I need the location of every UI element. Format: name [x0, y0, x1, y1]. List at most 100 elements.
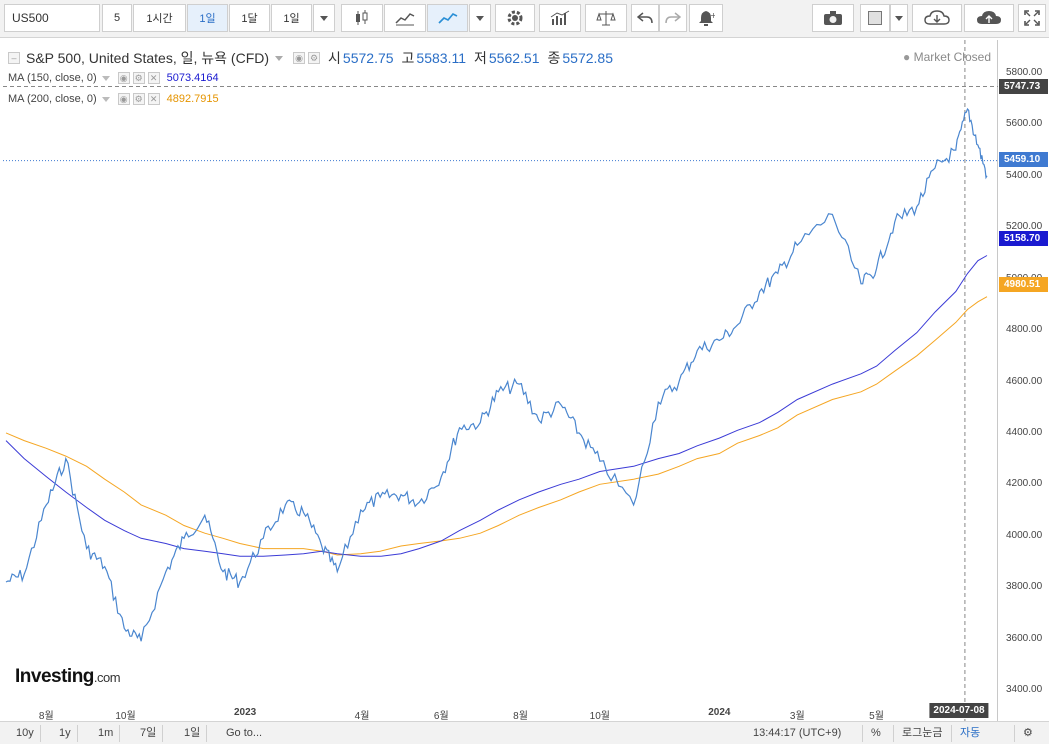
interval-1mo-button[interactable]: 1달: [229, 4, 270, 32]
undo-icon: [637, 12, 653, 24]
high-value: 5583.11: [416, 50, 466, 66]
price-tick-label: 5600.00: [1006, 118, 1043, 130]
time-tick-label: 8월: [38, 711, 54, 722]
range-1y-button[interactable]: 1y: [53, 725, 78, 742]
market-status-text: Market Closed: [913, 50, 991, 64]
interval-dropdown-button[interactable]: [313, 4, 335, 32]
settings-button[interactable]: [495, 4, 535, 32]
time-tick-label: 5월: [869, 711, 884, 722]
ma150-price-tag: 5158.70: [999, 231, 1048, 246]
goto-button[interactable]: Go to...: [226, 727, 263, 739]
fullscreen-button[interactable]: [1018, 4, 1046, 32]
high-label: 고: [401, 50, 415, 66]
alert-icon: +: [699, 11, 715, 26]
clock-display: 13:44:17 (UTC+9): [753, 727, 842, 739]
chart-type-dropdown-button[interactable]: [469, 4, 491, 32]
bottom-bar: 10y 1y 1m 7일 1일 Go to... 13:44:17 (UTC+9…: [0, 721, 1049, 744]
undo-button[interactable]: [631, 4, 659, 32]
time-tick-label: 10월: [589, 711, 610, 722]
fullscreen-icon: [1024, 10, 1040, 26]
cloud-save-button[interactable]: [912, 4, 962, 32]
chart-settings-button[interactable]: ⚙: [1014, 725, 1033, 742]
chevron-down-icon[interactable]: [101, 96, 110, 102]
candlestick-button[interactable]: [341, 4, 383, 32]
redo-icon: [665, 12, 681, 24]
chevron-down-icon[interactable]: [275, 55, 284, 61]
price-tick-label: 5200.00: [1006, 221, 1043, 233]
range-7d-button[interactable]: 7일: [134, 725, 164, 742]
cloud-load-icon: [977, 11, 1001, 24]
ma200-price-tag: 4980.51: [999, 277, 1048, 292]
interval-label: 5: [113, 12, 121, 24]
time-tick-label: 3월: [789, 711, 805, 722]
indicators-button[interactable]: [539, 4, 581, 32]
interval-label: 1시간: [146, 13, 173, 25]
gear-icon[interactable]: ⚙: [132, 93, 145, 105]
interval-1h-button[interactable]: 1시간: [133, 4, 186, 32]
ma200-label: MA (200, close, 0): [8, 93, 97, 105]
crosshair-price-tag: 5747.73: [999, 79, 1048, 94]
percent-toggle[interactable]: %: [862, 725, 881, 742]
chevron-down-icon: [476, 15, 484, 21]
gear-icon[interactable]: ⚙: [132, 72, 145, 84]
color-dropdown-button[interactable]: [890, 4, 908, 32]
range-10y-button[interactable]: 10y: [10, 725, 41, 742]
log-scale-toggle[interactable]: 로그눈금: [893, 725, 942, 742]
chevron-down-icon: [320, 15, 328, 21]
interval-label: 1일: [283, 13, 300, 25]
settings-icon: [507, 10, 523, 26]
time-tick-label: 10월: [115, 711, 136, 722]
price-tick-label: 3600.00: [1006, 632, 1043, 644]
interval-5-button[interactable]: 5: [102, 4, 132, 32]
redo-button[interactable]: [659, 4, 687, 32]
low-label: 저: [474, 50, 487, 66]
open-value: 5572.75: [342, 50, 394, 66]
compare-button[interactable]: [585, 4, 627, 32]
ma200-value: 4892.7915: [166, 93, 219, 105]
close-value: 5572.85: [562, 50, 613, 66]
symbol-input[interactable]: US500: [4, 4, 100, 32]
price-chart-svg: [3, 40, 998, 721]
line-chart-icon: [437, 12, 457, 24]
close-icon[interactable]: ✕: [147, 93, 160, 105]
ma200-legend: MA (200, close, 0) ◉ ⚙ ✕ 4892.7915: [8, 93, 219, 105]
chevron-down-icon: [895, 15, 903, 21]
collapse-legend-icon[interactable]: –: [8, 52, 20, 64]
investing-logo: Investing.com: [15, 666, 121, 687]
time-tick-label: 2023: [233, 707, 257, 718]
eye-icon[interactable]: ◉: [117, 72, 130, 84]
alert-button[interactable]: +: [689, 4, 723, 32]
gear-icon[interactable]: ⚙: [308, 52, 321, 64]
interval-1d-button[interactable]: 1일: [187, 4, 228, 32]
cloud-load-button[interactable]: [964, 4, 1014, 32]
price-tick-label: 5400.00: [1006, 169, 1043, 181]
color-icon: [868, 11, 882, 25]
ma150-series-line: [5, 255, 988, 557]
indicators-icon: [550, 10, 570, 25]
chevron-down-icon[interactable]: [101, 75, 110, 81]
line-chart-button[interactable]: [427, 4, 468, 32]
interval-label: 1일: [199, 13, 216, 25]
color-button[interactable]: [860, 4, 890, 32]
open-label: 시: [328, 50, 341, 66]
interval-label: 1달: [241, 13, 258, 25]
time-tick-label: 4월: [354, 711, 370, 722]
eye-icon[interactable]: ◉: [117, 93, 130, 105]
range-1d-button[interactable]: 1일: [178, 725, 208, 742]
market-status: ● Market Closed: [903, 50, 991, 64]
auto-scale-toggle[interactable]: 자동: [951, 725, 980, 742]
price-tick-label: 4400.00: [1006, 426, 1043, 438]
ma150-value: 5073.4164: [166, 72, 219, 84]
time-tick-label: 2024: [708, 707, 731, 718]
price-tick-label: 4000.00: [1006, 529, 1043, 541]
price-tick-label: 3400.00: [1006, 684, 1043, 695]
screenshot-button[interactable]: [812, 4, 854, 32]
eye-icon[interactable]: ◉: [293, 52, 306, 64]
range-1m-button[interactable]: 1m: [92, 725, 121, 742]
area-chart-button[interactable]: [384, 4, 426, 32]
close-icon[interactable]: ✕: [147, 72, 160, 84]
interval-custom-button[interactable]: 1일: [271, 4, 312, 32]
chart-area[interactable]: [3, 40, 998, 721]
ma200-series-line: [5, 296, 988, 556]
top-toolbar: US500 5 1시간 1일 1달 1일 +: [0, 0, 1049, 38]
